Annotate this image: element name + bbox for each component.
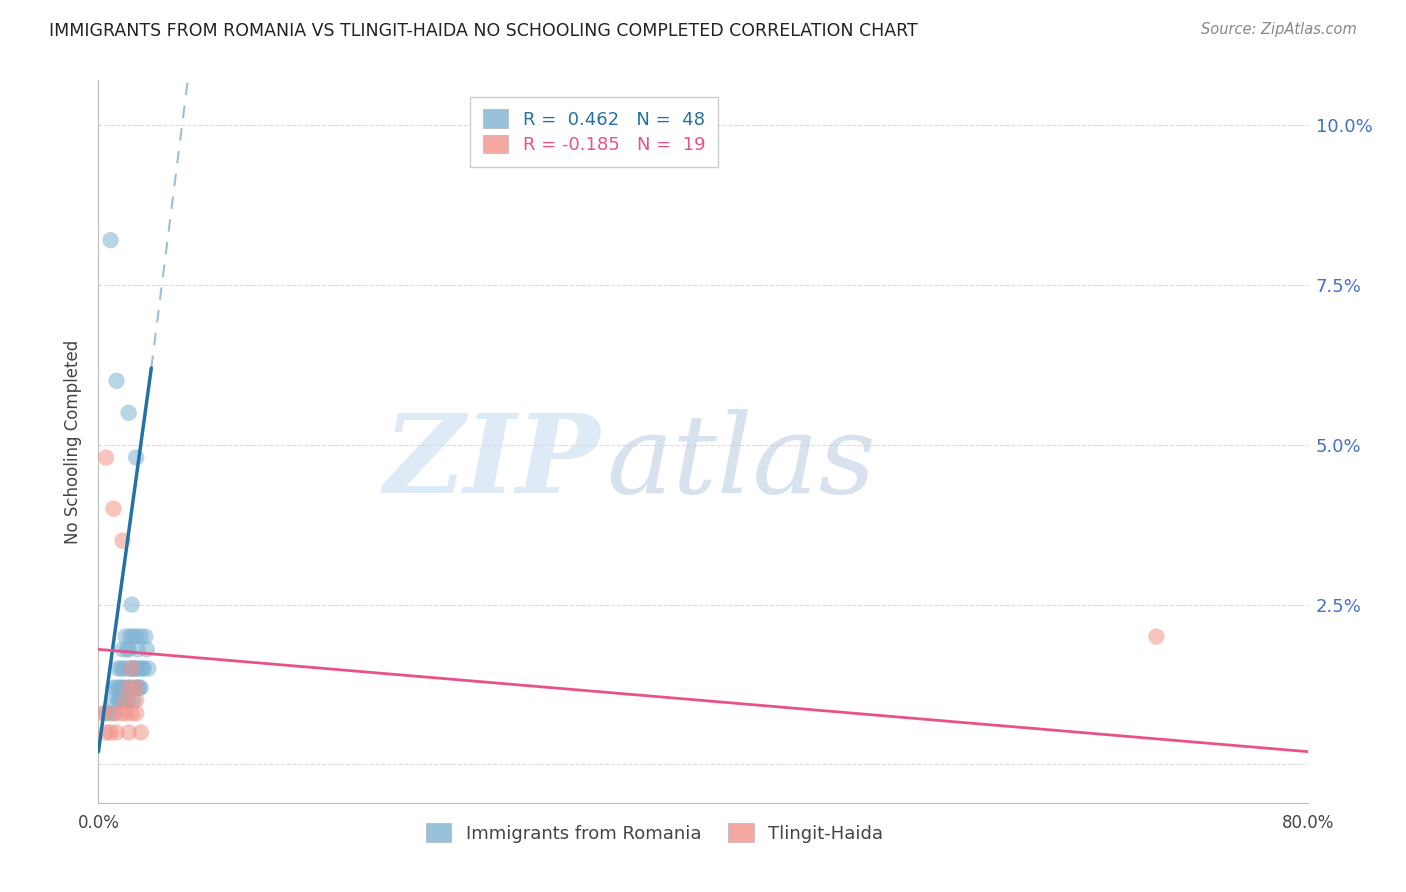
Point [121,681,143,695]
Point [110,693,132,707]
Point [129,725,152,739]
Text: atlas: atlas [606,409,876,517]
Point [127,642,149,657]
Point [91,706,114,721]
Point [129,681,152,695]
Point [125,681,148,695]
Point [115,693,138,707]
Point [104,706,127,721]
Point [124,661,146,675]
Point [115,642,138,657]
Point [120,630,142,644]
Point [94,725,117,739]
Point [121,706,143,721]
Point [107,693,129,707]
Point [103,706,125,721]
Point [110,681,132,695]
Point [125,693,148,707]
Point [100,233,122,247]
Point [121,598,143,612]
Point [128,661,150,675]
Point [128,681,150,695]
Point [107,661,129,675]
Text: Source: ZipAtlas.com: Source: ZipAtlas.com [1201,22,1357,37]
Y-axis label: No Schooling Completed: No Schooling Completed [65,340,83,543]
Point [118,681,141,695]
Point [122,693,145,707]
Point [136,661,159,675]
Point [114,630,136,644]
Point [122,630,145,644]
Point [112,681,135,695]
Point [94,706,117,721]
Text: ZIP: ZIP [384,409,600,517]
Point [108,681,131,695]
Point [132,661,155,675]
Point [111,642,134,657]
Point [111,533,134,548]
Point [120,681,142,695]
Text: IMMIGRANTS FROM ROMANIA VS TLINGIT-HAIDA NO SCHOOLING COMPLETED CORRELATION CHAR: IMMIGRANTS FROM ROMANIA VS TLINGIT-HAIDA… [49,22,918,40]
Point [125,681,148,695]
Point [135,642,157,657]
Point [118,642,141,657]
Point [103,681,125,695]
Point [100,725,122,739]
Point [125,706,148,721]
Point [114,681,136,695]
Point [121,661,143,675]
Point [98,706,121,721]
Point [112,661,135,675]
Point [127,681,149,695]
Point [118,725,141,739]
Point [129,630,152,644]
Point [125,661,148,675]
Point [108,693,131,707]
Point [103,693,125,707]
Legend: Immigrants from Romania, Tlingit-Haida: Immigrants from Romania, Tlingit-Haida [413,811,896,855]
Point [131,661,153,675]
Point [105,374,128,388]
Point [125,630,148,644]
Point [122,661,145,675]
Point [94,450,117,465]
Point [114,693,136,707]
Point [118,661,141,675]
Point [111,693,134,707]
Point [118,693,141,707]
Point [103,501,125,516]
Point [1144,630,1167,644]
Point [105,725,128,739]
Point [134,630,156,644]
Point [110,706,132,721]
Point [121,661,143,675]
Point [118,406,141,420]
Point [114,706,136,721]
Point [105,681,128,695]
Point [114,693,136,707]
Point [110,661,132,675]
Point [125,450,148,465]
